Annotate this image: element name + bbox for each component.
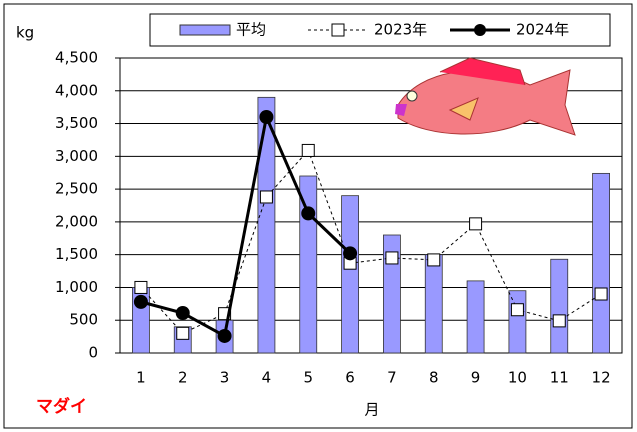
x-axis-label: 月 bbox=[364, 401, 379, 419]
marker bbox=[343, 246, 358, 261]
x-tick-label: 7 bbox=[387, 369, 397, 387]
marker bbox=[301, 206, 316, 221]
x-tick-label: 4 bbox=[262, 369, 272, 387]
bar bbox=[299, 175, 318, 354]
marker bbox=[469, 217, 483, 231]
bar bbox=[592, 172, 610, 354]
marker bbox=[134, 280, 148, 294]
marker bbox=[217, 328, 232, 343]
x-tick-label: 5 bbox=[303, 369, 313, 387]
y-tick-label: 3,500 bbox=[55, 114, 98, 132]
x-tick-label: 3 bbox=[220, 369, 230, 387]
legend-label: 2024年 bbox=[516, 21, 569, 39]
bar bbox=[257, 96, 276, 354]
marker bbox=[510, 303, 524, 317]
y-tick-label: 1,000 bbox=[55, 278, 98, 296]
y-tick-label: 4,000 bbox=[55, 81, 98, 99]
fish-fin bbox=[439, 57, 526, 86]
bar bbox=[383, 234, 401, 354]
y-tick-label: 0 bbox=[88, 344, 98, 362]
y-tick-label: 2,000 bbox=[55, 212, 98, 230]
fish-illustration bbox=[395, 57, 576, 136]
legend-label: 平均 bbox=[236, 21, 266, 39]
y-tick-label: 3,000 bbox=[55, 147, 98, 165]
x-tick-label: 11 bbox=[550, 369, 569, 387]
marker bbox=[427, 253, 441, 267]
marker bbox=[301, 143, 315, 157]
x-tick-label: 6 bbox=[345, 369, 355, 387]
marker bbox=[594, 287, 608, 301]
x-tick-label: 1 bbox=[136, 369, 146, 387]
x-tick-label: 8 bbox=[429, 369, 439, 387]
legend-swatch bbox=[179, 24, 231, 36]
fish-body bbox=[397, 69, 576, 136]
fish-eye bbox=[406, 90, 418, 102]
legend-marker bbox=[331, 23, 345, 37]
bar bbox=[508, 290, 527, 354]
marker bbox=[259, 190, 273, 204]
bar bbox=[341, 195, 359, 354]
marker bbox=[133, 294, 148, 309]
x-tick-label: 9 bbox=[471, 369, 481, 387]
y-tick-label: 2,500 bbox=[55, 180, 98, 198]
marker bbox=[259, 110, 274, 124]
marker bbox=[175, 306, 190, 321]
annotation: マダイ bbox=[36, 396, 87, 417]
legend-label: 2023年 bbox=[374, 21, 427, 39]
x-tick-label: 10 bbox=[508, 369, 527, 387]
legend-marker bbox=[474, 24, 486, 36]
x-tick-label: 12 bbox=[592, 369, 611, 387]
y-tick-label: 500 bbox=[69, 311, 98, 329]
y-tick-label: 4,500 bbox=[55, 49, 98, 67]
x-tick-label: 2 bbox=[178, 369, 188, 387]
bar bbox=[466, 280, 485, 354]
marker bbox=[176, 326, 190, 340]
bar bbox=[550, 258, 569, 354]
bar bbox=[424, 254, 443, 354]
fish-mouth bbox=[395, 104, 407, 116]
line-series bbox=[140, 111, 352, 339]
marker bbox=[385, 251, 399, 265]
y-tick-label: 1,500 bbox=[55, 245, 98, 263]
marker bbox=[552, 314, 566, 328]
fish-pectoral bbox=[448, 97, 479, 121]
y-axis-label: kg bbox=[16, 24, 34, 42]
